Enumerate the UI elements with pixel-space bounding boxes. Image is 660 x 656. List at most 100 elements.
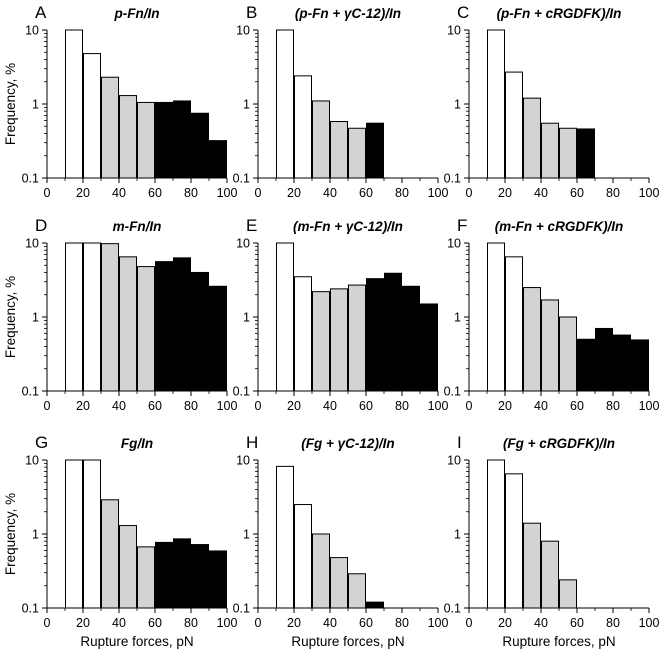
panel-title: (p-Fn + cRGDFK)/In <box>497 6 622 21</box>
histogram-bar <box>312 291 330 392</box>
x-tick-label: 60 <box>148 399 162 413</box>
y-tick-label: 1 <box>243 311 250 325</box>
histogram-bar <box>65 242 83 392</box>
histogram-bar <box>312 533 330 609</box>
panel-title: (p-Fn + γC-12)/In <box>295 6 401 21</box>
histogram-bar <box>209 285 227 392</box>
histogram-bar <box>330 121 348 179</box>
x-tick-label: 80 <box>395 186 409 200</box>
y-tick-label: 0.1 <box>444 172 461 186</box>
histogram-bar <box>191 112 209 179</box>
y-tick-label: 0.1 <box>233 172 250 186</box>
x-tick-label: 60 <box>148 186 162 200</box>
histogram-bar <box>155 101 173 179</box>
histogram-bar <box>119 525 137 609</box>
histogram-bar <box>312 100 330 179</box>
histogram-bar <box>348 284 366 392</box>
x-tick-label: 80 <box>395 616 409 630</box>
histogram-bar <box>101 499 119 609</box>
y-axis-label: Frequency, % <box>3 276 18 358</box>
histogram-bar <box>294 276 312 392</box>
histogram-bar <box>65 459 83 609</box>
x-tick-label: 100 <box>217 186 238 200</box>
x-tick-label: 100 <box>217 399 238 413</box>
y-tick-label: 10 <box>25 24 39 38</box>
histogram-bar <box>209 140 227 179</box>
x-tick-label: 60 <box>570 399 584 413</box>
histogram-bar <box>191 271 209 392</box>
x-tick-label: 100 <box>639 186 660 200</box>
x-tick-label: 0 <box>44 616 51 630</box>
y-tick-label: 10 <box>236 24 250 38</box>
x-tick-label: 20 <box>498 399 512 413</box>
x-tick-label: 20 <box>287 186 301 200</box>
panel-title: (m-Fn + γC-12)/In <box>293 219 403 234</box>
y-tick-label: 10 <box>25 454 39 468</box>
y-tick-label: 10 <box>447 24 461 38</box>
x-tick-label: 80 <box>606 399 620 413</box>
histogram-bar <box>137 101 155 179</box>
y-tick-label: 0.1 <box>22 602 39 616</box>
histogram-bar <box>173 100 191 179</box>
histogram-bar <box>366 601 384 609</box>
histogram-bar <box>83 459 101 609</box>
histogram-bar <box>155 541 173 609</box>
x-tick-label: 80 <box>184 616 198 630</box>
x-tick-label: 100 <box>217 616 238 630</box>
y-tick-label: 1 <box>32 98 39 112</box>
x-tick-label: 100 <box>639 399 660 413</box>
x-axis-label: Rupture forces, pN <box>291 634 404 649</box>
x-tick-label: 20 <box>498 616 512 630</box>
panel-letter: B <box>246 3 257 22</box>
panel-title: p-Fn/In <box>114 6 160 21</box>
panel-letter: H <box>246 433 258 452</box>
panel-title: (m-Fn + cRGDFK)/In <box>495 219 624 234</box>
histogram-bar <box>559 316 577 392</box>
x-tick-label: 0 <box>466 399 473 413</box>
x-tick-label: 40 <box>534 616 548 630</box>
x-tick-label: 40 <box>534 399 548 413</box>
x-tick-label: 40 <box>112 399 126 413</box>
y-tick-label: 1 <box>243 528 250 542</box>
y-tick-label: 10 <box>236 237 250 251</box>
x-tick-label: 0 <box>44 186 51 200</box>
histogram-bar <box>366 278 384 392</box>
y-tick-label: 1 <box>243 98 250 112</box>
histogram-bar <box>595 327 613 392</box>
histogram-bar <box>505 71 523 179</box>
x-tick-label: 80 <box>184 399 198 413</box>
y-tick-label: 0.1 <box>233 385 250 399</box>
x-tick-label: 60 <box>359 399 373 413</box>
x-tick-label: 20 <box>76 186 90 200</box>
y-tick-label: 10 <box>447 454 461 468</box>
x-tick-label: 40 <box>112 186 126 200</box>
y-tick-label: 1 <box>454 311 461 325</box>
y-tick-label: 0.1 <box>444 602 461 616</box>
histogram-bar <box>294 75 312 179</box>
histogram-bar <box>577 338 595 392</box>
y-tick-label: 0.1 <box>22 385 39 399</box>
x-tick-label: 20 <box>287 616 301 630</box>
histogram-bar <box>191 544 209 609</box>
histogram-bar <box>294 504 312 609</box>
x-tick-label: 80 <box>606 616 620 630</box>
histogram-bar <box>276 29 294 179</box>
x-axis-label: Rupture forces, pN <box>502 634 615 649</box>
histogram-bar <box>366 122 384 179</box>
y-tick-label: 0.1 <box>444 385 461 399</box>
y-tick-label: 1 <box>454 528 461 542</box>
x-tick-label: 0 <box>466 616 473 630</box>
histogram-bar <box>209 550 227 609</box>
histogram-bar <box>523 97 541 179</box>
x-tick-label: 60 <box>359 616 373 630</box>
x-tick-label: 0 <box>44 399 51 413</box>
histogram-bar <box>119 256 137 392</box>
histogram-bar <box>505 256 523 392</box>
histogram-bar <box>487 29 505 179</box>
x-tick-label: 40 <box>323 186 337 200</box>
x-tick-label: 0 <box>255 399 262 413</box>
histogram-bar <box>137 546 155 609</box>
histogram-bar <box>83 53 101 179</box>
x-tick-label: 20 <box>76 616 90 630</box>
